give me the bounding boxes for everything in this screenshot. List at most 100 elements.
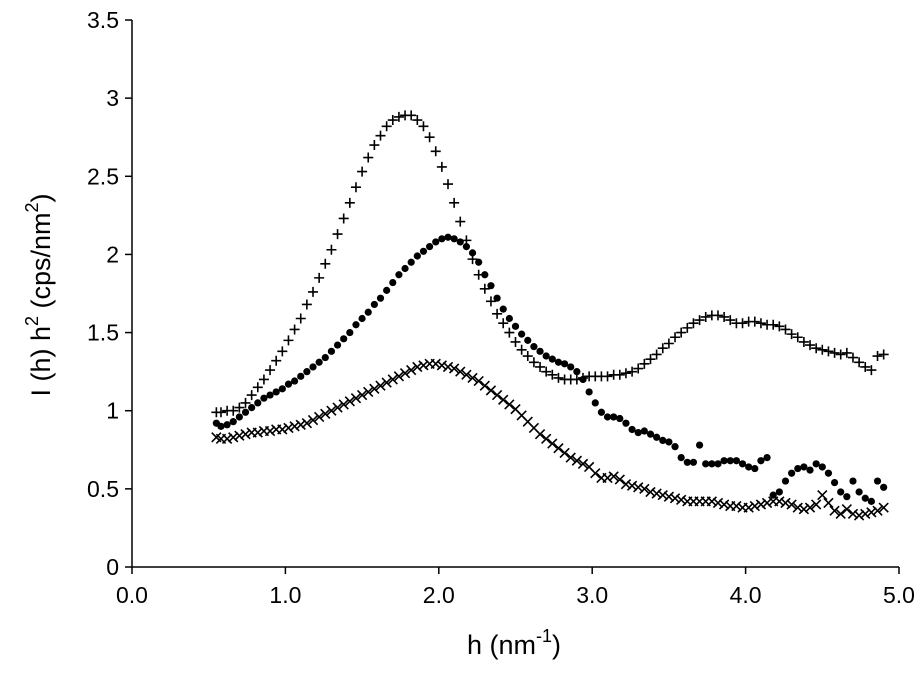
data-point-dot <box>585 388 593 396</box>
data-point-dot <box>530 343 538 351</box>
data-point-plus <box>301 299 312 310</box>
data-point-dot <box>683 458 691 466</box>
data-point-plus <box>829 347 840 358</box>
data-point-plus <box>725 315 736 326</box>
data-point-dot <box>726 457 734 465</box>
data-point-cross <box>221 433 233 445</box>
data-point-dot <box>843 493 851 501</box>
data-point-cross <box>810 499 822 510</box>
data-point-cross <box>614 474 625 485</box>
data-point-plus <box>498 318 509 329</box>
data-point-cross <box>485 385 497 396</box>
data-point-cross <box>651 488 662 499</box>
x-tick-label: 4.0 <box>730 582 762 608</box>
data-point-cross <box>645 486 656 498</box>
data-point-cross <box>430 358 441 369</box>
data-point-cross <box>663 491 675 502</box>
data-point-cross <box>332 402 343 413</box>
data-point-cross <box>841 504 853 515</box>
data-point-dot <box>745 463 753 471</box>
data-point-cross <box>338 399 349 410</box>
data-point-dot <box>536 347 544 355</box>
data-point-dot <box>358 314 366 323</box>
data-point-cross <box>866 507 877 518</box>
data-point-cross <box>252 427 263 438</box>
y-tick-label: 2 <box>106 241 119 267</box>
data-point-cross <box>639 483 650 495</box>
data-point-plus <box>344 197 355 208</box>
data-point-dot <box>241 408 250 416</box>
data-point-cross <box>823 497 834 509</box>
data-point-plus <box>265 365 276 376</box>
data-point-dot <box>849 477 857 485</box>
data-point-plus <box>338 213 349 224</box>
data-point-dot <box>315 358 323 366</box>
data-point-cross <box>534 428 546 440</box>
data-point-plus <box>786 329 797 340</box>
data-point-dot <box>333 341 342 349</box>
data-point-dot <box>223 421 231 429</box>
data-point-dot <box>462 243 471 251</box>
data-point-plus <box>547 369 558 380</box>
data-point-cross <box>755 499 767 510</box>
data-point-dot <box>395 271 403 279</box>
data-point-dot <box>217 422 225 430</box>
data-point-plus <box>234 402 245 413</box>
data-point-plus <box>522 351 533 362</box>
data-point-dot <box>597 408 606 416</box>
data-point-dot <box>340 335 348 343</box>
data-point-dot <box>738 460 747 468</box>
data-point-dot <box>352 321 360 329</box>
data-point-plus <box>314 272 325 283</box>
data-point-cross <box>369 383 380 394</box>
data-point-plus <box>541 366 552 377</box>
data-point-dot <box>291 377 299 385</box>
data-point-plus <box>835 349 846 360</box>
x-axis-title: h (nm-1) <box>467 626 561 660</box>
data-point-dot <box>297 372 305 380</box>
data-point-plus <box>792 332 803 343</box>
data-point-plus <box>228 405 239 416</box>
data-point-cross <box>375 380 386 391</box>
data-point-cross <box>412 361 423 373</box>
data-point-plus <box>614 369 625 380</box>
data-point-dot <box>880 483 888 491</box>
data-point-plus <box>620 368 631 379</box>
data-point-plus <box>633 363 644 374</box>
data-point-cross <box>277 424 288 435</box>
data-point-dot <box>229 418 237 426</box>
data-point-dot <box>794 464 802 473</box>
data-point-plus <box>381 121 392 132</box>
data-point-plus <box>780 324 791 335</box>
data-point-plus <box>357 166 368 177</box>
data-point-plus <box>676 327 687 338</box>
data-point-cross <box>301 418 313 429</box>
data-point-cross <box>804 502 816 513</box>
data-point-dot <box>671 443 679 451</box>
data-series-dot <box>212 233 888 505</box>
data-point-plus <box>436 161 447 172</box>
data-point-plus <box>774 321 785 332</box>
data-point-plus <box>817 344 828 355</box>
data-point-dot <box>321 353 329 362</box>
data-point-dot <box>481 271 489 279</box>
x-tick-label: 3.0 <box>576 582 608 608</box>
data-point-plus <box>860 361 871 372</box>
data-point-dot <box>383 286 391 294</box>
data-point-dot <box>591 399 599 407</box>
data-point-dot <box>708 460 716 468</box>
data-point-plus <box>424 132 435 143</box>
data-point-plus <box>516 344 527 355</box>
data-point-dot <box>511 322 520 330</box>
data-point-dot <box>720 457 728 465</box>
data-point-dot <box>468 249 477 257</box>
data-point-plus <box>872 351 883 362</box>
data-point-plus <box>553 372 564 383</box>
data-point-plus <box>847 352 858 363</box>
data-point-plus <box>240 397 251 408</box>
data-point-dot <box>235 413 243 421</box>
data-point-dot <box>389 278 397 287</box>
data-point-cross <box>761 497 773 509</box>
data-point-cross <box>264 425 276 437</box>
